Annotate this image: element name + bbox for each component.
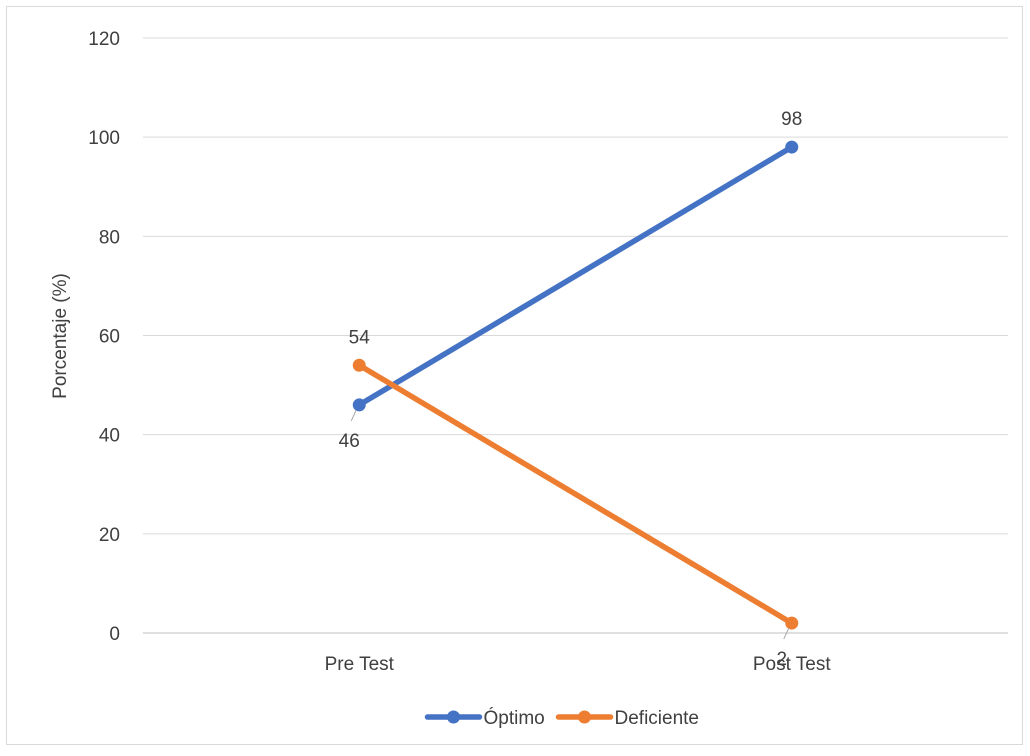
y-tick-label: 120 [88,29,120,50]
legend-marker-swatch [447,710,460,724]
data-label: 98 [781,109,802,130]
y-tick-label: 20 [99,525,120,546]
legend-item-2: Deficiente [555,708,700,729]
data-point [785,616,799,630]
series-2 [352,358,799,630]
data-point [352,358,366,372]
legend-marker-swatch [578,710,591,724]
series-line [356,144,795,408]
y-axis-label: Porcentaje (%) [50,273,71,399]
y-tick-label: 60 [99,327,120,348]
data-label: 2 [776,649,787,670]
legend-label: Deficiente [615,708,700,729]
legend-label: Óptimo [484,707,545,729]
gridlines [143,37,1008,634]
data-point [352,398,366,412]
data-label-leader [783,627,790,640]
y-tick-label: 0 [109,624,120,645]
data-labels: 46 98 54 2 [339,109,803,670]
x-axis-tick-labels: Pre Test Post Test [325,654,832,675]
y-axis-tick-labels: 0 20 40 60 80 100 120 [88,29,120,645]
y-tick-label: 80 [99,227,120,248]
series-layer [352,140,799,630]
x-tick-label: Pre Test [325,654,395,675]
chart-border [6,6,1023,745]
x-tick-label: Post Test [753,654,832,675]
series-line [356,362,795,626]
data-point [785,140,799,154]
data-label: 54 [349,327,371,348]
series-1 [352,140,799,412]
data-label: 46 [339,431,360,452]
legend-item-1: Óptimo [424,707,545,729]
y-tick-label: 40 [99,426,120,447]
data-label-leader [350,409,357,422]
y-tick-label: 100 [88,128,120,149]
legend: Óptimo Deficiente [424,707,700,729]
